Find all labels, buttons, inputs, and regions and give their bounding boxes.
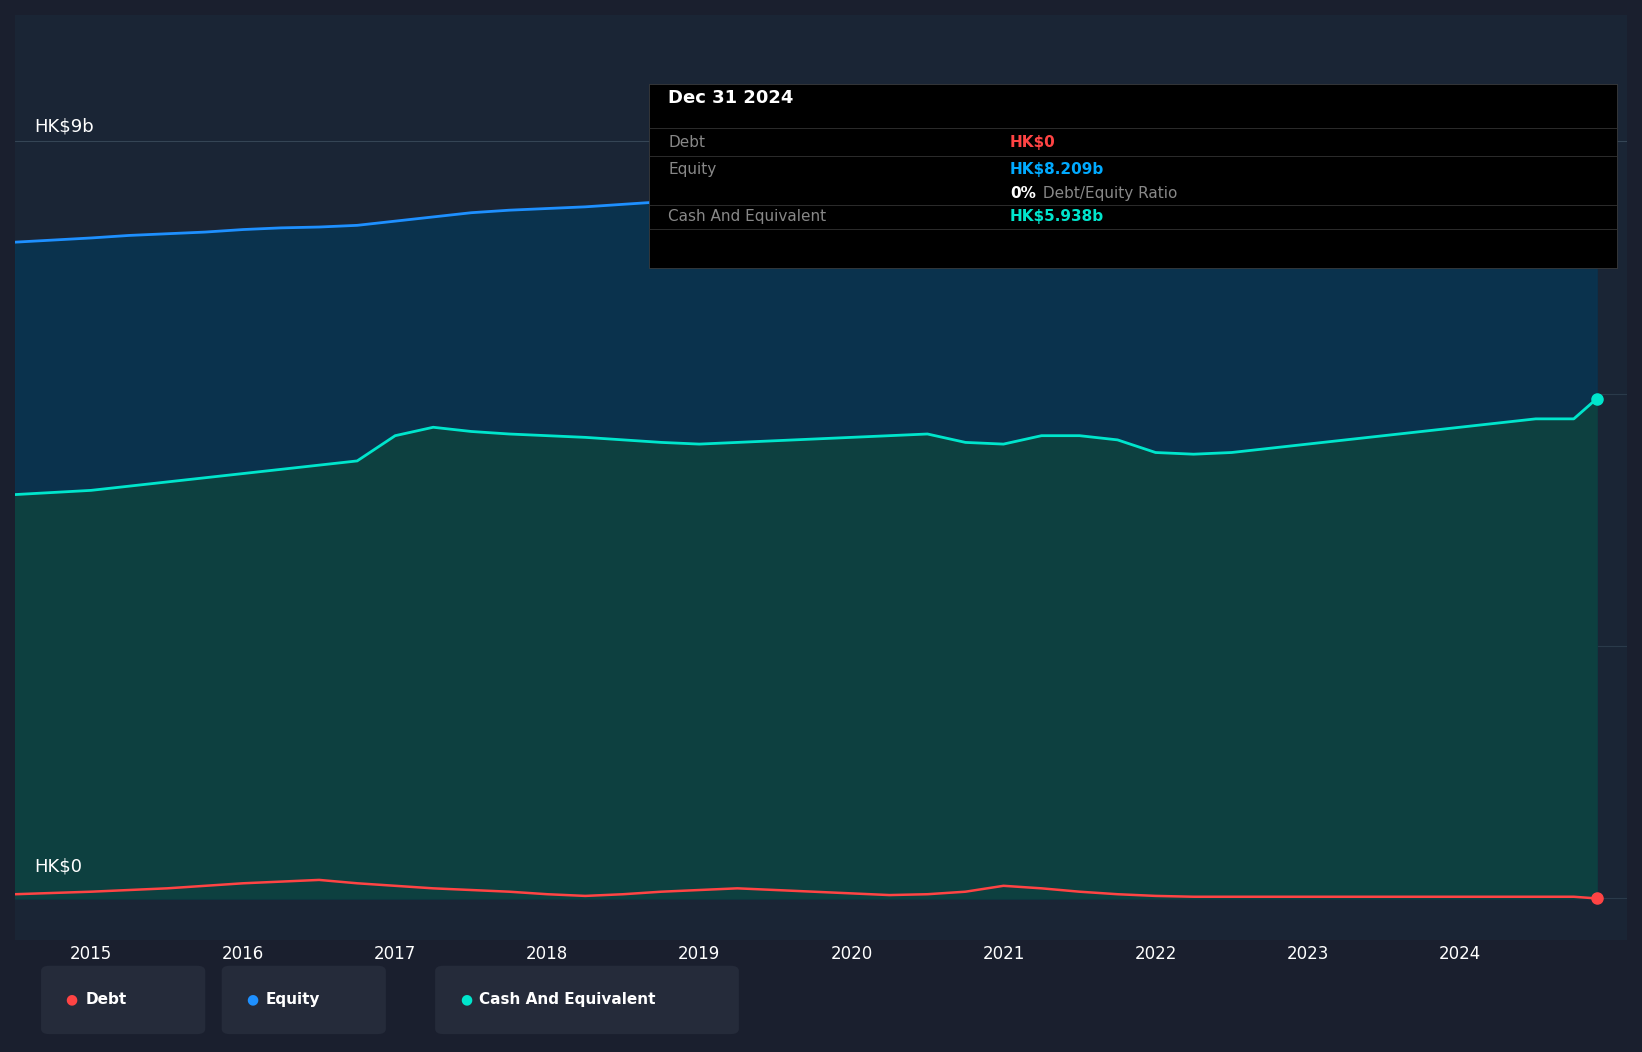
Text: HK$8.209b: HK$8.209b: [1010, 162, 1103, 177]
Text: ●: ●: [246, 992, 258, 1007]
Text: Dec 31 2024: Dec 31 2024: [668, 89, 793, 107]
Text: ●: ●: [66, 992, 77, 1007]
Text: Debt: Debt: [668, 136, 706, 150]
Text: Debt/Equity Ratio: Debt/Equity Ratio: [1038, 186, 1177, 201]
Text: Equity: Equity: [266, 992, 320, 1007]
Text: Cash And Equivalent: Cash And Equivalent: [479, 992, 655, 1007]
Text: HK$9b: HK$9b: [34, 117, 94, 135]
Text: Cash And Equivalent: Cash And Equivalent: [668, 209, 826, 224]
Text: Debt: Debt: [85, 992, 126, 1007]
Text: HK$5.938b: HK$5.938b: [1010, 209, 1103, 224]
Text: ●: ●: [460, 992, 471, 1007]
Text: HK$0: HK$0: [34, 857, 82, 875]
Text: 0%: 0%: [1010, 186, 1036, 201]
Text: HK$0: HK$0: [1010, 136, 1056, 150]
Text: Equity: Equity: [668, 162, 716, 177]
